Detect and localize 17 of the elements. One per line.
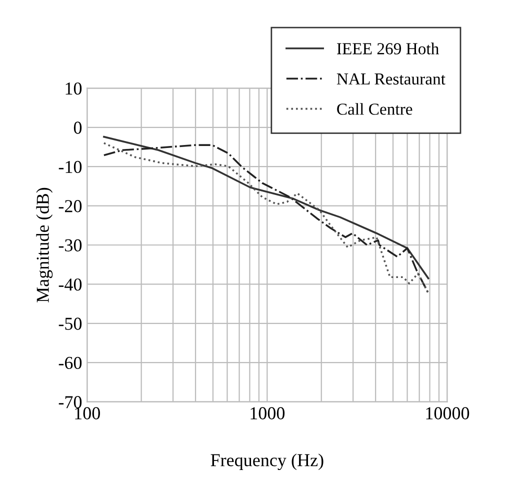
y-tick-label: -30 [58, 239, 82, 252]
legend-label: Call Centre [337, 103, 412, 115]
y-tick-label: -70 [58, 396, 82, 408]
y-tick-label: -40 [58, 278, 82, 291]
x-axis-title: Frequency (Hz) [210, 454, 324, 470]
y-tick-label: -50 [58, 318, 82, 330]
legend-label: NAL Restaurant [336, 73, 446, 85]
y-tick-label: -20 [58, 200, 82, 212]
legend-label: IEEE 269 Hoth [337, 42, 439, 54]
x-tick-label: 10000 [426, 407, 470, 420]
y-tick-label: -10 [58, 160, 82, 174]
x-tick-label: 100 [75, 407, 100, 420]
y-tick-label: -60 [58, 356, 82, 370]
x-tick-label: 1000 [250, 407, 285, 420]
y-tick-label: 0 [74, 122, 82, 134]
y-axis-title: Magnitude (dB) [36, 188, 53, 302]
y-tick-label: 10 [66, 82, 82, 95]
